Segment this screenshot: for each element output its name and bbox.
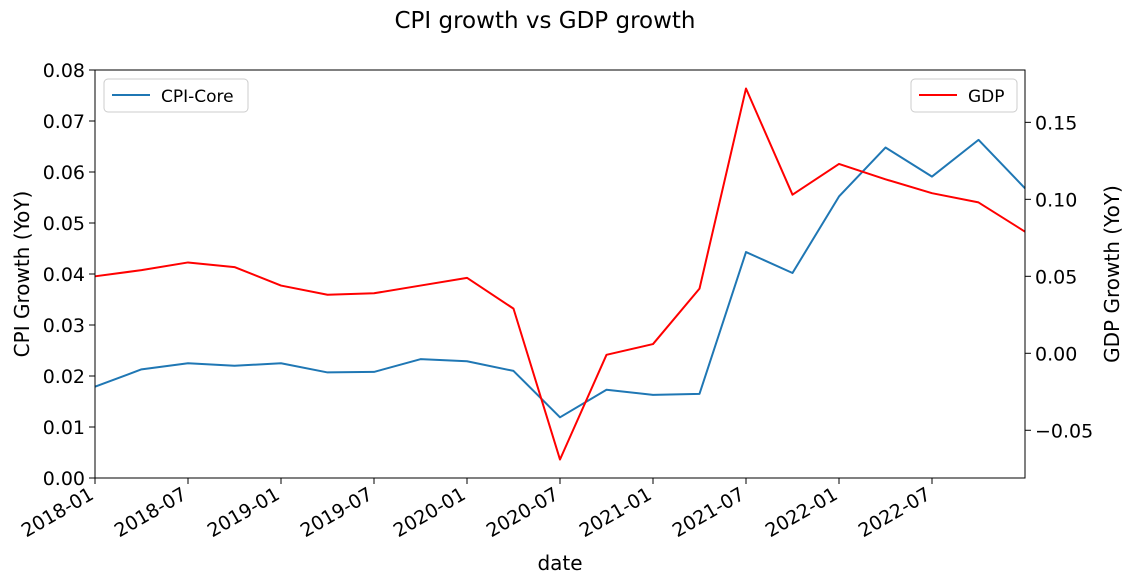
left-tick-label: 0.04 (43, 264, 85, 286)
right-axis-label: GDP Growth (YoY) (1100, 185, 1124, 363)
left-tick-label: 0.02 (43, 366, 85, 388)
legend-cpi: CPI-Core (103, 78, 249, 113)
legend-cpi-label: CPI-Core (161, 87, 234, 107)
right-tick-label: 0.00 (1035, 343, 1077, 365)
x-tick-label: 2021-07 (669, 483, 749, 542)
left-tick-label: 0.03 (43, 315, 85, 337)
left-tick-label: 0.01 (43, 417, 85, 439)
chart-title: CPI growth vs GDP growth (394, 8, 695, 34)
left-axis-ticks: 0.00 0.01 0.02 0.03 0.04 0.05 0.06 0.07 0.08 (43, 60, 95, 490)
plot-frame (94, 69, 1026, 479)
legend-gdp-label: GDP (968, 87, 1005, 107)
left-tick-label: 0.00 (43, 468, 85, 490)
right-tick-label: −0.05 (1035, 420, 1093, 442)
left-axis-label: CPI Growth (YoY) (10, 191, 34, 358)
legend-gdp: GDP (910, 78, 1018, 113)
legend-gdp-box (910, 78, 1018, 113)
left-tick-label: 0.05 (43, 213, 85, 235)
x-tick-label: 2019-01 (204, 483, 284, 542)
left-tick-label: 0.06 (43, 162, 85, 184)
left-tick-label: 0.07 (43, 111, 85, 133)
series-layer (94, 87, 1026, 461)
legend-cpi-box (103, 78, 249, 113)
right-tick-label: 0.05 (1035, 266, 1077, 288)
x-axis-ticks: 2018-01 2018-07 2019-01 2019-07 2020-01 2020-… (18, 478, 935, 542)
x-tick-label: 2020-07 (483, 483, 563, 542)
x-tick-label: 2018-07 (111, 483, 191, 542)
right-tick-label: 0.10 (1035, 189, 1077, 211)
x-tick-label: 2020-01 (390, 483, 470, 542)
left-tick-label: 0.08 (43, 60, 85, 82)
x-tick-label: 2019-07 (297, 483, 377, 542)
x-tick-label: 2022-07 (855, 483, 935, 542)
x-tick-label: 2022-01 (762, 483, 842, 542)
right-axis-ticks: −0.05 0.00 0.05 0.10 0.15 (1025, 112, 1093, 442)
x-axis-label: date (537, 551, 582, 575)
x-tick-label: 2018-01 (18, 483, 98, 542)
series-line-gdp (94, 87, 1026, 461)
right-tick-label: 0.15 (1035, 112, 1077, 134)
series-line-cpi-core (94, 138, 1026, 419)
x-tick-label: 2021-01 (576, 483, 656, 542)
